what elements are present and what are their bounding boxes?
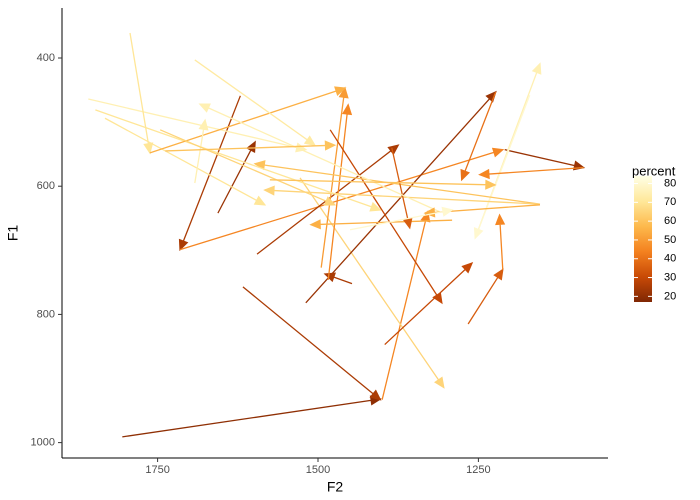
arrow: [178, 95, 241, 252]
x-tick-label: 1750: [145, 464, 169, 476]
x-tick-label: 1250: [466, 464, 490, 476]
arrow: [504, 149, 586, 171]
arrow: [179, 147, 505, 251]
arrow: [149, 86, 347, 154]
arrow: [269, 179, 497, 190]
arrow: [129, 32, 154, 155]
legend-title: percent: [632, 163, 676, 178]
arrow: [253, 160, 541, 205]
arrow: [473, 94, 531, 240]
arrow: [381, 210, 431, 400]
arrow: [165, 140, 337, 152]
legend-tick-label: 50: [664, 234, 676, 246]
arrow: [159, 129, 337, 206]
arrow: [104, 117, 267, 206]
arrow: [309, 219, 453, 230]
colorbar: [634, 176, 652, 302]
arrow: [460, 91, 497, 182]
arrow: [95, 109, 382, 212]
legend-tick-label: 70: [664, 196, 676, 208]
arrow: [88, 98, 308, 153]
arrow: [122, 395, 382, 438]
arrow: [467, 268, 504, 325]
y-tick-label: 800: [37, 308, 55, 320]
legend-tick-label: 80: [664, 177, 676, 189]
arrow: [299, 177, 445, 389]
arrow: [198, 103, 441, 213]
legend-tick-label: 20: [664, 290, 676, 302]
arrow: [349, 206, 454, 231]
x-axis-title: F2: [327, 479, 344, 495]
arrow: [242, 286, 382, 401]
y-tick-label: 400: [37, 52, 55, 64]
arrow: [320, 86, 349, 268]
legend-tick-label: 60: [664, 215, 676, 227]
arrow: [327, 103, 353, 280]
arrow: [384, 262, 474, 346]
arrow: [194, 59, 317, 147]
arrow: [495, 213, 506, 270]
x-tick-label: 1500: [306, 464, 330, 476]
y-axis-title: F1: [5, 225, 21, 242]
arrow: [194, 118, 209, 184]
arrow: [329, 129, 443, 305]
legend-tick-label: 30: [664, 271, 676, 283]
legend-tick-label: 40: [664, 253, 676, 265]
arrow: [217, 140, 256, 214]
y-tick-label: 600: [37, 180, 55, 192]
arrow: [478, 166, 584, 180]
y-tick-label: 1000: [31, 437, 55, 449]
